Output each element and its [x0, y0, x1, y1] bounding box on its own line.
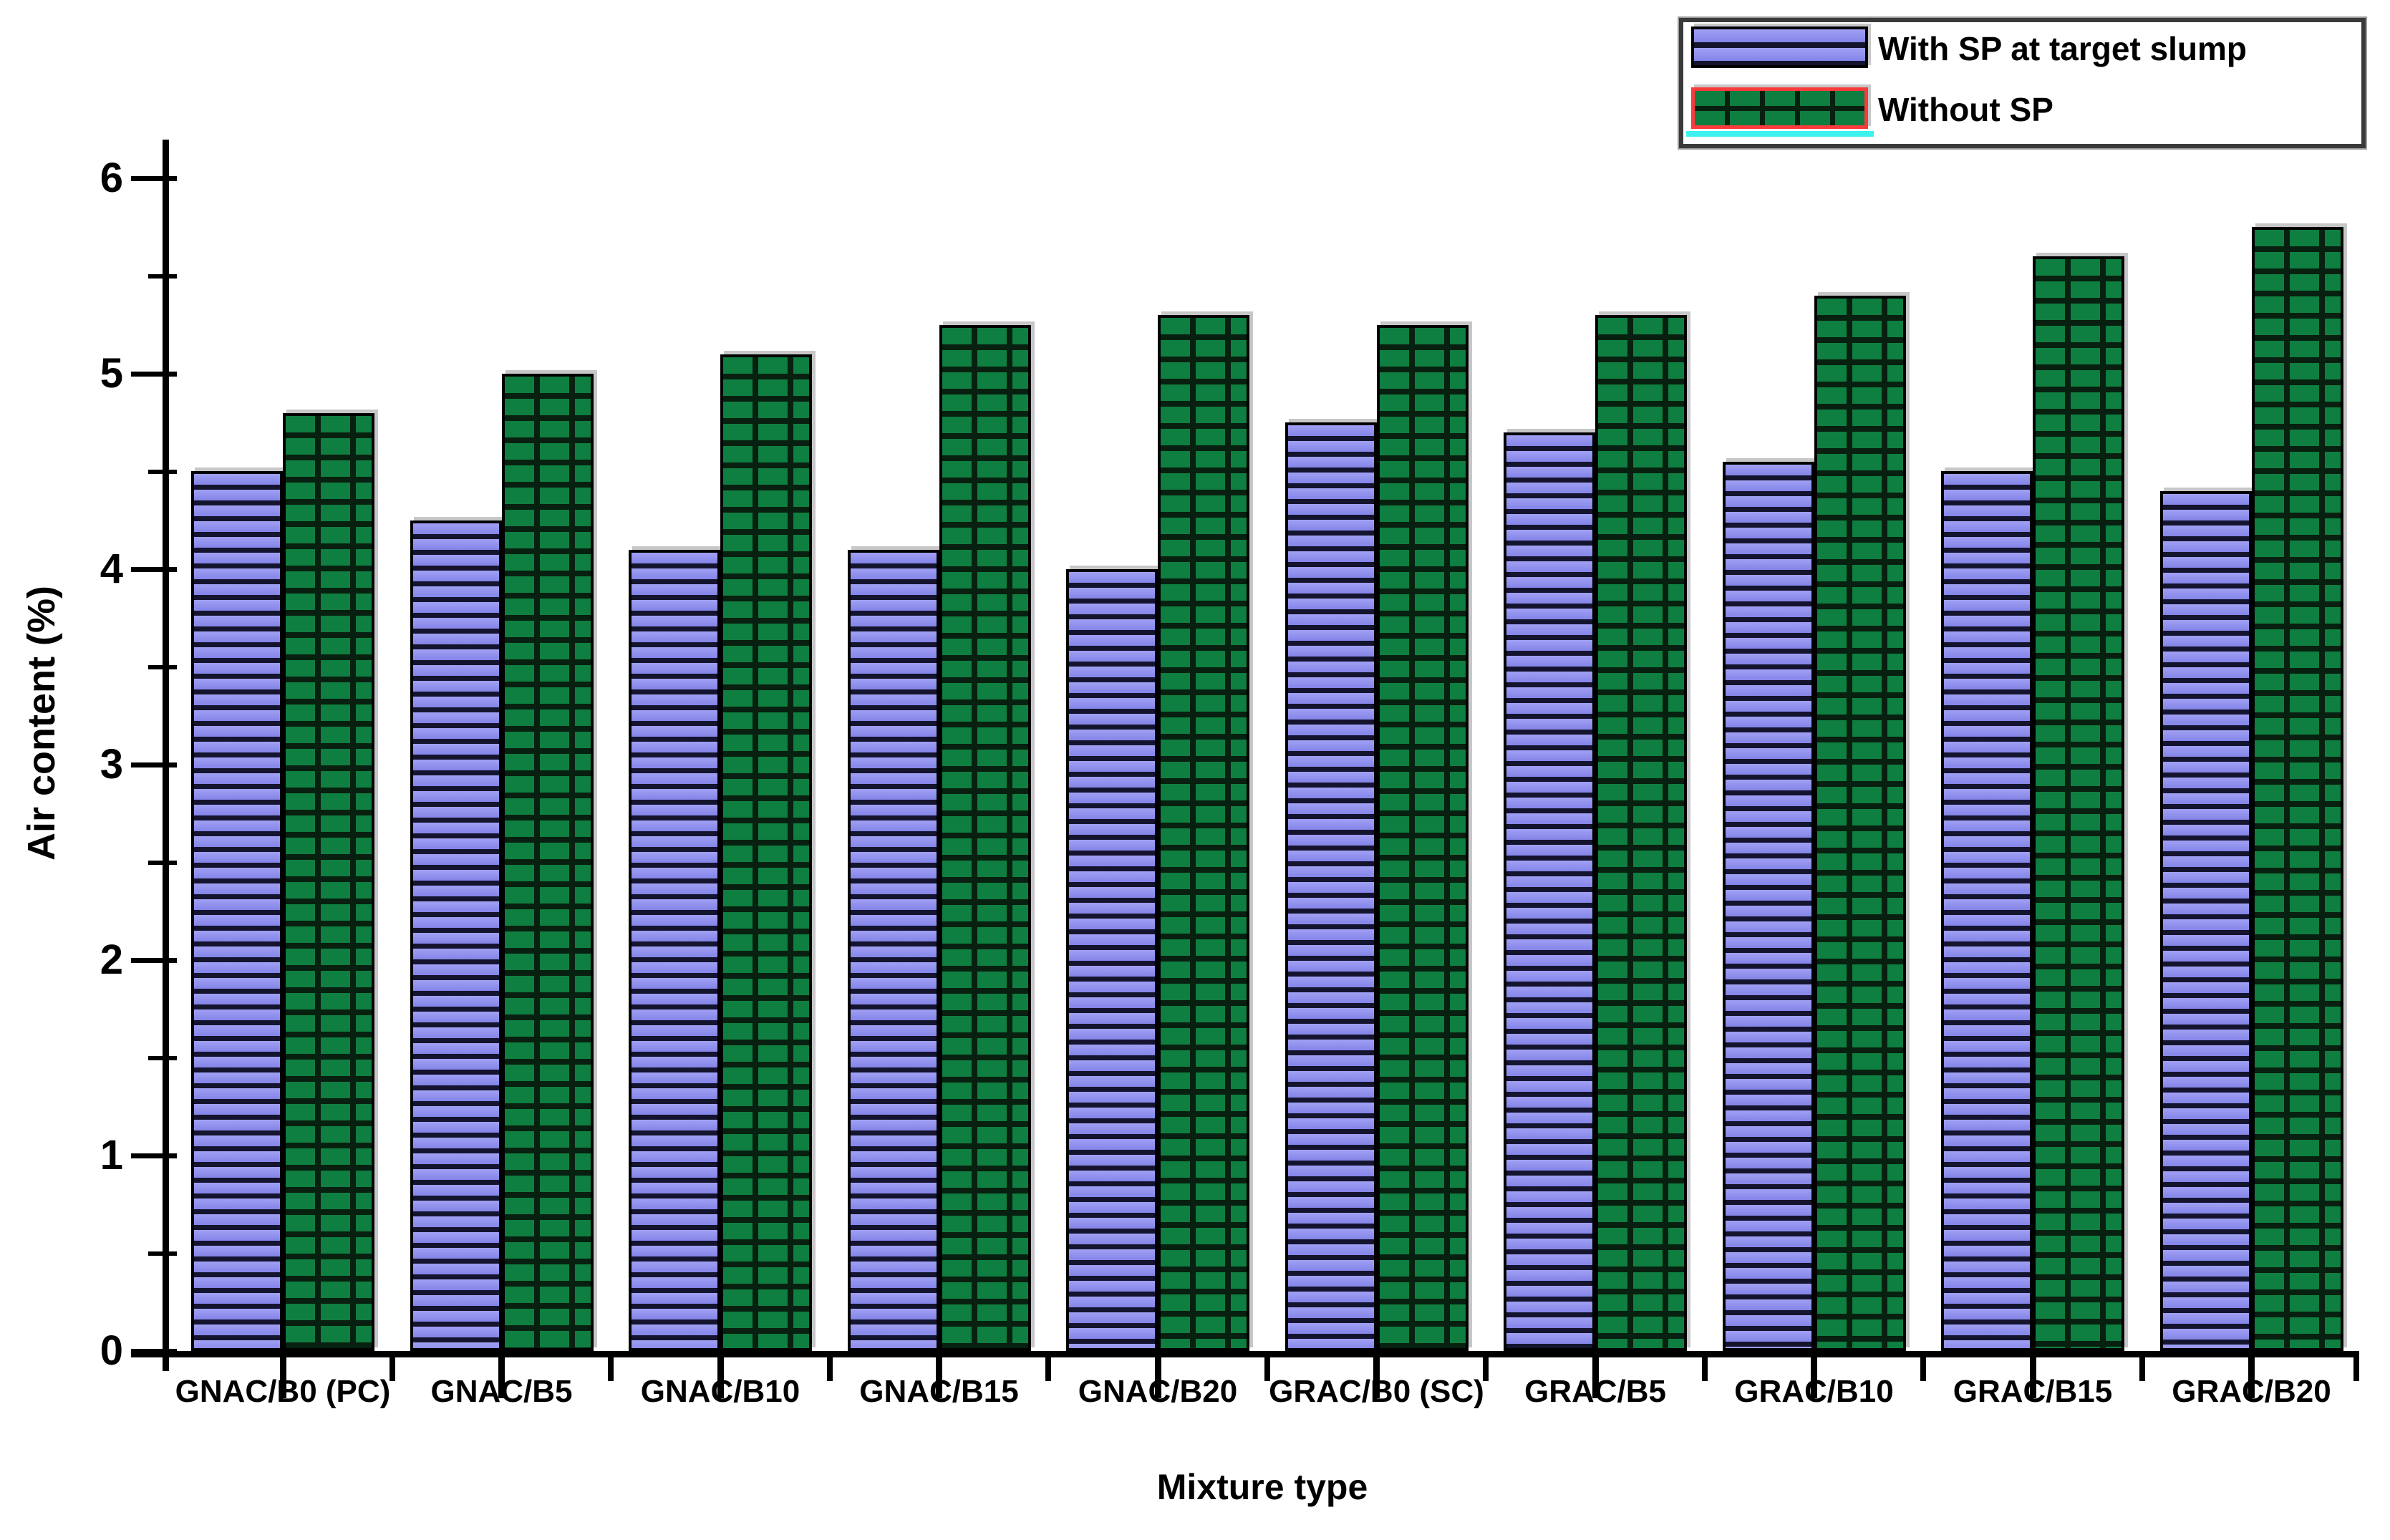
- legend-label-with-sp: With SP at target slump: [1878, 30, 2248, 67]
- x-minor-tick: [1920, 1357, 1926, 1381]
- y-major-tick: [131, 1153, 177, 1158]
- bar-with-sp-GRAC/B10: [1723, 462, 1814, 1351]
- bar-without-sp-GRAC/B0 (SC): [1377, 325, 1469, 1351]
- y-tick-label: 0: [100, 1327, 123, 1374]
- x-major-tick: [1811, 1357, 1817, 1398]
- x-minor-tick: [1264, 1357, 1270, 1381]
- x-axis-line: [131, 1351, 2359, 1357]
- bar-without-sp-GNAC/B0 (PC): [283, 413, 374, 1351]
- x-end-tick: [2353, 1357, 2359, 1381]
- bar-with-sp-GRAC/B5: [1504, 432, 1595, 1351]
- x-category-label: GRAC/B5: [1524, 1374, 1667, 1409]
- y-minor-tick: [148, 469, 177, 474]
- y-tick-label: 4: [100, 546, 123, 592]
- x-category-label: GNAC/B15: [859, 1374, 1019, 1409]
- bar-with-sp-GRAC/B0 (SC): [1285, 422, 1377, 1351]
- x-minor-tick: [1045, 1357, 1051, 1381]
- bar-with-sp-GNAC/B0 (PC): [191, 471, 283, 1351]
- bar-without-sp-GRAC/B5: [1595, 315, 1687, 1351]
- bar-without-sp-GNAC/B10: [720, 354, 812, 1351]
- x-category-label: GNAC/B0 (PC): [175, 1374, 391, 1409]
- bar-without-sp-GNAC/B15: [939, 325, 1031, 1351]
- y-minor-tick: [148, 1055, 177, 1060]
- x-minor-tick: [2139, 1357, 2145, 1381]
- y-minor-tick: [148, 664, 177, 669]
- y-axis-line: [163, 140, 169, 1371]
- y-tick-label: 5: [100, 350, 123, 397]
- x-category-label: GRAC/B10: [1734, 1374, 1894, 1409]
- y-major-tick: [131, 958, 177, 963]
- x-category-label: GRAC/B0 (SC): [1269, 1374, 1484, 1409]
- bar-with-sp-GNAC/B5: [410, 520, 502, 1351]
- x-category-label: GNAC/B10: [640, 1374, 800, 1409]
- x-major-tick: [1373, 1357, 1380, 1398]
- bar-without-sp-GNAC/B20: [1158, 315, 1249, 1351]
- bar-with-sp-GRAC/B15: [1941, 471, 2033, 1351]
- x-major-tick: [498, 1357, 505, 1398]
- y-major-tick: [131, 762, 177, 767]
- x-category-label: GNAC/B20: [1078, 1374, 1238, 1409]
- x-major-tick: [936, 1357, 942, 1398]
- bar-without-sp-GNAC/B5: [502, 374, 594, 1351]
- x-major-tick: [717, 1357, 724, 1398]
- bar-without-sp-GRAC/B15: [2033, 256, 2124, 1351]
- x-category-label: GRAC/B15: [1953, 1374, 2113, 1409]
- x-category-label: GNAC/B5: [430, 1374, 573, 1409]
- y-minor-tick: [148, 1251, 177, 1256]
- bar-with-sp-GRAC/B20: [2160, 491, 2252, 1351]
- x-minor-tick: [827, 1357, 833, 1381]
- x-minor-tick: [608, 1357, 614, 1381]
- x-major-tick: [1592, 1357, 1599, 1398]
- bar-with-sp-GNAC/B20: [1066, 569, 1158, 1351]
- y-tick-label: 3: [100, 741, 123, 788]
- y-axis-title: Air content (%): [20, 586, 63, 861]
- y-major-tick: [131, 567, 177, 572]
- bar-with-sp-GNAC/B15: [848, 550, 939, 1351]
- y-tick-label: 1: [100, 1132, 123, 1178]
- bar-without-sp-GRAC/B20: [2252, 227, 2343, 1351]
- x-category-label: GRAC/B20: [2172, 1374, 2331, 1409]
- y-minor-tick: [148, 273, 177, 279]
- x-major-tick: [2248, 1357, 2255, 1398]
- y-tick-label: 2: [100, 936, 123, 983]
- legend-selection-underline: [1686, 131, 1874, 137]
- bar-without-sp-GRAC/B10: [1814, 296, 1906, 1351]
- legend-label-without-sp: Without SP: [1878, 91, 2053, 128]
- legend-swatch-without-sp: [1691, 87, 1868, 129]
- legend-box: With SP at target slump Without SP: [1679, 18, 2366, 148]
- y-tick-label: 6: [100, 155, 123, 201]
- x-minor-tick: [1702, 1357, 1708, 1381]
- x-axis-title: Mixture type: [1156, 1467, 1368, 1507]
- y-major-tick: [131, 176, 177, 181]
- legend-swatch-with-sp: [1691, 26, 1868, 68]
- x-major-tick: [1155, 1357, 1161, 1398]
- y-minor-tick: [148, 860, 177, 865]
- x-major-tick: [2030, 1357, 2036, 1398]
- x-major-tick: [280, 1357, 286, 1398]
- x-minor-tick: [390, 1357, 395, 1381]
- x-minor-tick: [1483, 1357, 1489, 1381]
- y-major-tick: [131, 372, 177, 377]
- bar-with-sp-GNAC/B10: [629, 550, 720, 1351]
